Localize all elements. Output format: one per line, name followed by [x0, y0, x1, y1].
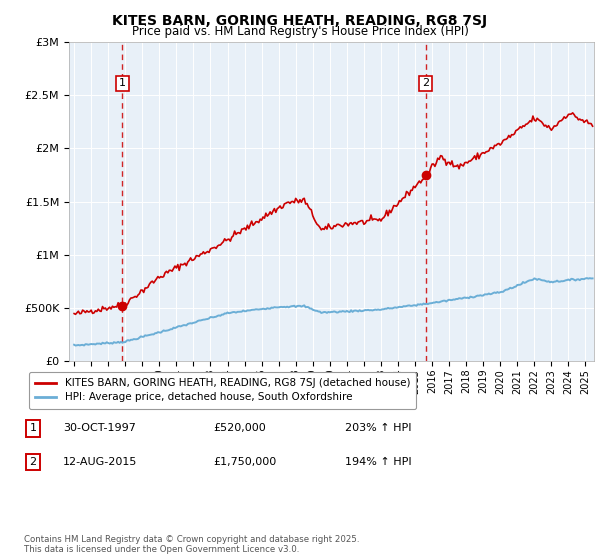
- Text: 1: 1: [119, 78, 126, 88]
- Text: 203% ↑ HPI: 203% ↑ HPI: [345, 423, 412, 433]
- Legend: KITES BARN, GORING HEATH, READING, RG8 7SJ (detached house), HPI: Average price,: KITES BARN, GORING HEATH, READING, RG8 7…: [29, 372, 416, 409]
- Text: 12-AUG-2015: 12-AUG-2015: [63, 457, 137, 467]
- Text: £1,750,000: £1,750,000: [213, 457, 276, 467]
- Text: 30-OCT-1997: 30-OCT-1997: [63, 423, 136, 433]
- Text: 1: 1: [29, 423, 37, 433]
- Text: KITES BARN, GORING HEATH, READING, RG8 7SJ: KITES BARN, GORING HEATH, READING, RG8 7…: [112, 14, 488, 28]
- Text: Contains HM Land Registry data © Crown copyright and database right 2025.
This d: Contains HM Land Registry data © Crown c…: [24, 535, 359, 554]
- Text: 2: 2: [422, 78, 429, 88]
- Text: £520,000: £520,000: [213, 423, 266, 433]
- Text: 2: 2: [29, 457, 37, 467]
- Text: 194% ↑ HPI: 194% ↑ HPI: [345, 457, 412, 467]
- Text: Price paid vs. HM Land Registry's House Price Index (HPI): Price paid vs. HM Land Registry's House …: [131, 25, 469, 38]
